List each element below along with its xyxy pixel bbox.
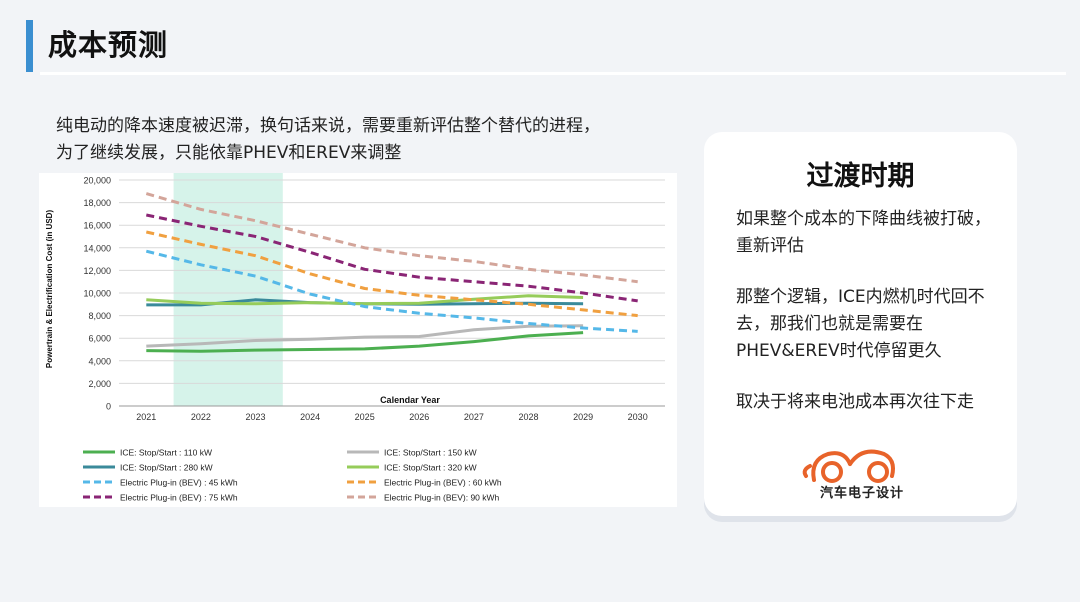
x-tick-label: 2026 [409,412,429,422]
series-line [146,324,584,348]
car-logo-icon [802,449,895,483]
y-tick-label: 6,000 [88,334,111,344]
legend-label: Electric Plug-in (BEV) : 60 kWh [384,478,502,488]
x-tick-label: 2025 [355,412,375,422]
x-tick-label: 2024 [300,412,320,422]
x-axis-label: Calendar Year [380,395,440,405]
brand-logo: 汽车电子设计 [792,444,932,504]
legend-label: Electric Plug-in (BEV) : 45 kWh [120,478,238,488]
x-tick-label: 2027 [464,412,484,422]
card-paragraph-2: 那整个逻辑，ICE内燃机时代回不去，那我们也就是需要在PHEV&EREV时代停留… [736,287,985,361]
page-title: 成本预测 [48,28,169,62]
y-tick-label: 0 [106,402,111,412]
y-tick-label: 20,000 [83,176,111,186]
legend-label: Electric Plug-in (BEV) : 75 kWh [120,493,238,503]
series-line [145,213,638,303]
y-tick-label: 18,000 [83,198,111,208]
x-tick-label: 2028 [518,412,538,422]
legend-label: ICE: Stop/Start : 280 kW [120,463,213,473]
series-line [145,230,638,318]
chart-svg: 0 2,000 4,000 6,000 8,000 10,000 12,000 14,000 1… [45,173,665,503]
intro-text: 纯电动的降本速度被迟滞，换句话来说，需要重新评估整个替代的进程，为了继续发展，只… [56,116,600,163]
y-tick-label: 16,000 [83,221,111,231]
title-accent-bar [26,20,33,72]
legend-label: ICE: Stop/Start : 320 kW [384,463,477,473]
x-tick-label: 2022 [191,412,211,422]
y-tick-label: 4,000 [88,356,111,366]
y-tick-label: 8,000 [88,311,111,321]
legend-label: Electric Plug-in (BEV): 90 kWh [384,493,500,503]
y-axis-label: Powertrain & Electrification Cost (in US… [45,210,54,369]
transition-card: 过渡时期 如果整个成本的下降曲线被打破，重新评估 那整个逻辑，ICE内燃机时代回… [704,132,1017,516]
highlight-band [173,173,283,406]
series-line [145,192,638,284]
cost-forecast-chart: 0 2,000 4,000 6,000 8,000 10,000 12,000 14,000 1… [39,173,677,507]
y-tick-label: 10,000 [83,289,111,299]
card-title: 过渡时期 [806,161,915,192]
x-tick-label: 2030 [628,412,648,422]
x-tick-label: 2021 [136,412,156,422]
x-tick-label: 2023 [245,412,265,422]
series-line [145,249,638,333]
card-paragraph-3: 取决于将来电池成本再次往下走 [736,392,974,412]
x-tick-label: 2029 [573,412,593,422]
y-tick-label: 14,000 [83,243,111,253]
legend-label: ICE: Stop/Start : 110 kW [120,448,212,458]
y-tick-label: 12,000 [83,266,111,276]
logo-text: 汽车电子设计 [819,486,904,501]
series-line [146,331,584,353]
title-divider [40,72,1066,75]
card-paragraph-1: 如果整个成本的下降曲线被打破，重新评估 [736,209,991,256]
y-tick-label: 2,000 [88,379,111,389]
series-line [146,294,584,306]
legend-label: ICE: Stop/Start : 150 kW [384,448,477,458]
